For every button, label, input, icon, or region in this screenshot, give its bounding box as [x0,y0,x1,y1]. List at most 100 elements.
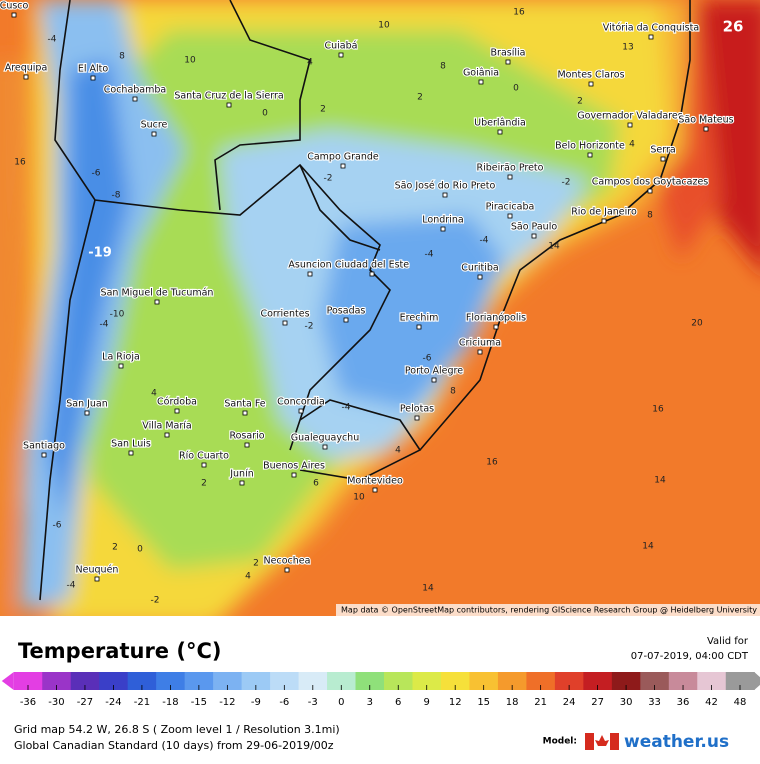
contour-label: 8 [647,211,653,221]
city-label: Asuncion [288,260,331,271]
color-swatch [156,672,186,690]
model-label: Model: [543,737,577,747]
city-label: Londrina [422,215,463,226]
city-dot [94,576,100,582]
color-swatch [554,672,584,690]
city-label: San Miguel de Tucumán [101,288,214,299]
city-label: Montes Claros [557,70,624,81]
tick-label: 3 [367,697,373,708]
city-dot [298,408,304,414]
color-swatch [640,672,670,690]
city-dot [322,444,328,450]
color-swatch [99,672,129,690]
valid-time: 07-07-2019, 04:00 CDT [631,651,749,662]
city-dot [416,324,422,330]
tick-label: 36 [677,697,690,708]
city-dot [442,192,448,198]
city-dot [11,12,17,18]
city-dot [588,81,594,87]
city-label: Buenos Aires [263,461,325,472]
city-dot [648,34,654,40]
contour-label: 16 [14,158,26,168]
city-dot [239,480,245,486]
contour-label: 14 [422,584,434,594]
city-label: Curitiba [461,263,498,274]
tick-label: -21 [134,697,150,708]
city-dot [660,156,666,162]
city-label: San Juan [66,399,108,410]
contour-label: 16 [652,405,664,415]
city-label: Necochea [264,556,311,567]
city-dot [477,349,483,355]
tick-label: 21 [534,697,547,708]
tick-label: 18 [506,697,519,708]
city-dot [493,324,499,330]
contour-label: 16 [513,8,525,18]
color-swatch [298,672,328,690]
contour-label: -2 [151,596,160,606]
contour-label: 10 [353,493,365,503]
city-label: Ciudad del Este [335,260,409,271]
tick-label: 12 [449,697,462,708]
color-swatch [611,672,641,690]
city-label: Goiânia [463,68,499,79]
city-dot [647,188,653,194]
color-swatch [469,672,499,690]
contour-label: 4 [245,572,251,582]
city-dot [244,442,250,448]
tick-label: 6 [395,697,401,708]
tick-label: -24 [105,697,121,708]
color-swatch [70,672,100,690]
contour-label: -4 [100,320,109,330]
city-dot [23,74,29,80]
city-dot [478,79,484,85]
color-swatch [583,672,613,690]
city-label: São José do Rio Preto [395,181,496,192]
city-label: San Luis [111,439,151,450]
city-label: Santa Fe [224,399,265,410]
contour-label: 16 [486,458,498,468]
city-dot [505,59,511,65]
city-label: La Rioja [102,352,140,363]
city-label: Uberlândia [474,118,526,129]
city-label: Governador Valadares [577,111,682,122]
city-label: El Alto [78,64,109,75]
legend-title: Temperature (°C) [18,639,221,663]
color-swatch [725,672,755,690]
city-dot [41,452,47,458]
city-dot [507,174,513,180]
city-label: São Mateus [678,115,733,126]
contour-label: 2 [201,479,207,489]
city-label: Pelotas [400,404,434,415]
contour-label: 4 [307,58,313,68]
city-dot [132,96,138,102]
tick-label: 48 [734,697,747,708]
city-dot [118,363,124,369]
contour-label: -6 [92,169,101,179]
color-swatch [184,672,214,690]
tick-label: -9 [251,697,261,708]
city-label: Río Cuarto [179,451,229,462]
tick-label: 0 [338,697,344,708]
contour-label: -4 [425,250,434,260]
valid-for: Valid for [707,636,749,647]
contour-label: -4 [480,236,489,246]
contour-label: 8 [440,62,446,72]
color-swatch [213,672,243,690]
color-swatch [270,672,300,690]
city-label: Brasília [491,48,526,59]
city-label: Belo Horizonte [555,141,625,152]
city-dot [291,472,297,478]
city-label: Junín [229,469,254,480]
city-dot [282,320,288,326]
city-label: Santiago [23,441,65,452]
contour-label: 10 [184,56,196,66]
city-dot [372,487,378,493]
city-dot [627,122,633,128]
city-label: Córdoba [157,397,197,408]
city-label: Vitória da Conquista [603,23,699,34]
city-dot [440,226,446,232]
city-label: Ribeirão Preto [477,163,544,174]
tick-label: 24 [563,697,576,708]
